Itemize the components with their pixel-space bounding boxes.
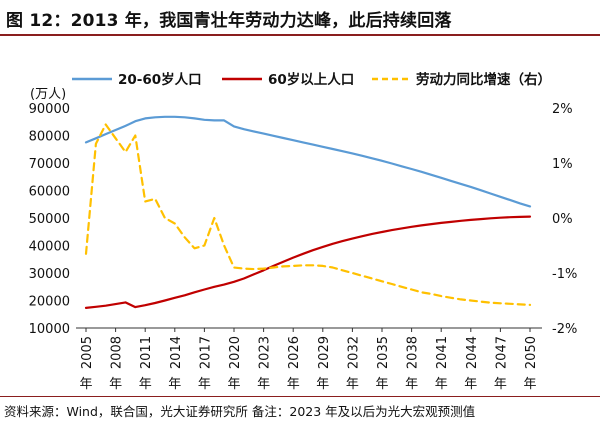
x-tick-label-suffix: 年: [523, 377, 536, 392]
left-tick-label: 50000: [29, 212, 70, 227]
left-axis-label: (万人): [30, 87, 66, 102]
left-tick-label: 90000: [29, 102, 70, 117]
x-tick-label: 2047: [494, 336, 509, 369]
x-tick-label: 2005: [80, 336, 95, 369]
right-tick-label: 1%: [552, 157, 573, 172]
right-tick-label: -1%: [552, 267, 577, 282]
x-tick-label-suffix: 年: [109, 377, 122, 392]
x-tick-label: 2026: [287, 336, 302, 369]
x-tick-label-suffix: 年: [316, 377, 329, 392]
legend: 20-60岁人口 60岁以上人口 劳动力同比增速（右）: [72, 71, 551, 88]
x-tick-label-suffix: 年: [257, 377, 270, 392]
x-tick-label-suffix: 年: [346, 377, 359, 392]
left-tick-label: 10000: [29, 322, 70, 337]
line-young-population: [84, 115, 532, 208]
x-tick-label: 2038: [406, 336, 421, 369]
x-tick-label-suffix: 年: [494, 377, 507, 392]
left-tick-label: 80000: [29, 130, 70, 145]
x-tick-label: 2023: [258, 336, 273, 369]
left-tick-label: 40000: [29, 240, 70, 255]
x-tick-label: 2050: [524, 336, 539, 369]
right-axis-tick-labels: 2% 1% 0% -1% -2%: [552, 102, 577, 337]
legend-label-growth: 劳动力同比增速（右）: [416, 71, 551, 88]
line-elderly-population: [84, 215, 532, 309]
x-tick-label: 2035: [376, 336, 391, 369]
source-note: 资料来源：Wind，联合国，光大证券研究所 备注：2023 年及以后为光大宏观预…: [4, 404, 476, 419]
x-tick-label-suffix: 年: [79, 377, 92, 392]
line-labor-growth: [84, 123, 532, 306]
x-tick-label: 2008: [110, 336, 125, 369]
x-tick-label: 2014: [169, 336, 184, 369]
legend-label-young: 20-60岁人口: [118, 71, 202, 88]
figure-title: 图 12：2013 年，我国青壮年劳动力达峰，此后持续回落: [6, 11, 452, 31]
x-tick-label-suffix: 年: [227, 377, 240, 392]
x-tick-label-suffix: 年: [287, 377, 300, 392]
left-axis-tick-labels: 90000 80000 70000 60000 50000 40000 30000 20000…: [29, 102, 70, 337]
x-tick-label-suffix: 年: [168, 377, 181, 392]
footer-divider: [0, 396, 600, 397]
left-tick-label: 60000: [29, 185, 70, 200]
x-tick-label: 2011: [139, 336, 154, 369]
x-tick-label-suffix: 年: [139, 377, 152, 392]
right-tick-label: 0%: [552, 212, 573, 227]
x-tick-label: 2032: [346, 336, 361, 369]
x-tick-label: 2017: [198, 336, 213, 369]
x-tick-label-suffix: 年: [405, 377, 418, 392]
title-divider: [0, 34, 600, 36]
x-tick-label-suffix: 年: [464, 377, 477, 392]
right-tick-label: -2%: [552, 322, 577, 337]
x-tick-label: 2029: [317, 336, 332, 369]
x-tick-label: 2041: [435, 336, 450, 369]
left-tick-label: 30000: [29, 267, 70, 282]
x-axis-tick-labels: 2005 年 2008 年 2011 年 2014 年 2017 年 2020 年 2023 年 2026 年…: [79, 328, 539, 392]
x-tick-label: 2020: [228, 336, 243, 369]
legend-label-old: 60岁以上人口: [268, 71, 354, 88]
left-tick-label: 70000: [29, 157, 70, 172]
x-tick-label-suffix: 年: [435, 377, 448, 392]
series-lines: [84, 115, 532, 309]
x-tick-label-suffix: 年: [375, 377, 388, 392]
left-tick-label: 20000: [29, 295, 70, 310]
x-tick-label-suffix: 年: [198, 377, 211, 392]
x-tick-label: 2044: [465, 336, 480, 369]
right-tick-label: 2%: [552, 102, 573, 117]
